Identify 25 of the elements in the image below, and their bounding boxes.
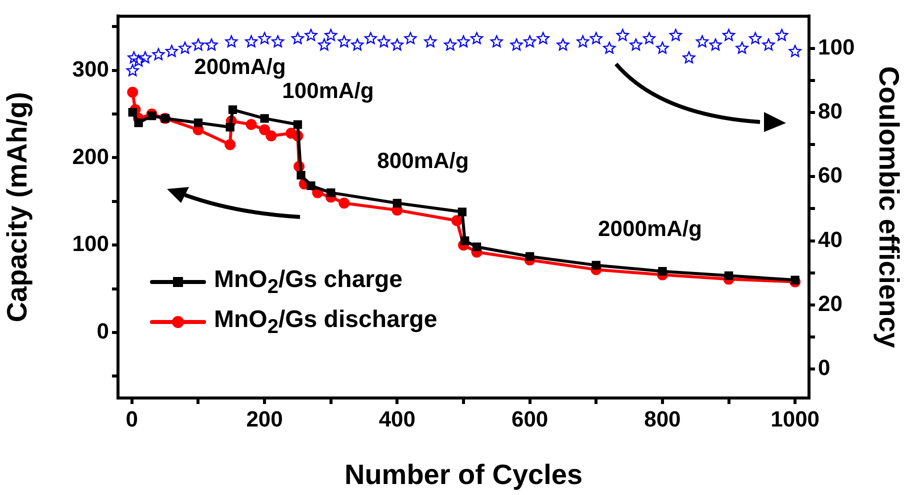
x-tick-label: 800 — [644, 406, 681, 432]
y2-tick-label: 80 — [818, 98, 842, 124]
y2-axis-title: Coulombic efficiency — [873, 66, 904, 348]
x-tick-label: 600 — [511, 406, 548, 432]
y2-tick-label: 0 — [818, 355, 830, 380]
x-tick-label: 0 — [126, 406, 138, 432]
y-tick-label: 0 — [96, 318, 109, 344]
y-tick-label: 100 — [72, 231, 109, 256]
legend-label: MnO$_{2}$/Gs discharge — [214, 306, 438, 338]
y2-tick-label: 20 — [818, 291, 842, 316]
y2-tick-label: 60 — [818, 162, 842, 188]
y2-tick-label: 100 — [818, 34, 855, 60]
annotation: 2000mA/g — [598, 216, 702, 242]
annotation: 800mA/g — [377, 148, 469, 174]
x-tick-label: 1000 — [770, 406, 820, 432]
annotation: 100mA/g — [282, 78, 374, 104]
y2-tick-label: 40 — [818, 226, 842, 252]
legend-label: MnO$_{2}$/Gs charge — [214, 266, 403, 298]
x-tick-label: 200 — [246, 406, 283, 432]
y-tick-label: 300 — [72, 56, 109, 82]
x-axis-title: Number of Cycles — [344, 458, 583, 490]
y-axis-title: Capacity (mAh/g) — [2, 92, 33, 322]
annotation: 200mA/g — [194, 54, 286, 80]
x-tick-label: 400 — [378, 406, 416, 432]
y-tick-label: 200 — [72, 144, 109, 169]
